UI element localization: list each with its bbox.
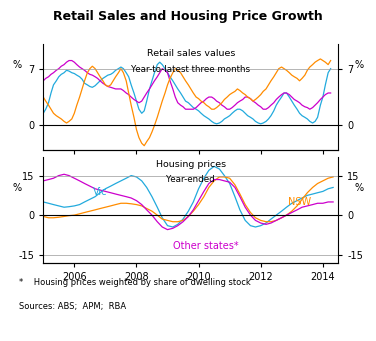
Text: Retail Sales and Housing Price Growth: Retail Sales and Housing Price Growth — [53, 10, 323, 23]
Text: %: % — [12, 60, 21, 70]
Text: NSW: NSW — [288, 197, 311, 207]
Text: Vic: Vic — [93, 187, 108, 197]
Text: Retail sales values: Retail sales values — [147, 48, 235, 58]
Text: Sources: ABS;  APM;  RBA: Sources: ABS; APM; RBA — [19, 302, 126, 311]
Text: Year-to-latest three months: Year-to-latest three months — [131, 65, 250, 74]
Text: Year-ended: Year-ended — [167, 175, 215, 184]
Text: %: % — [12, 183, 21, 193]
Text: Housing prices: Housing prices — [156, 160, 226, 169]
Text: %: % — [355, 60, 364, 70]
Text: *    Housing prices weighted by share of dwelling stock: * Housing prices weighted by share of dw… — [19, 278, 250, 287]
Text: Other states*: Other states* — [173, 241, 239, 251]
Text: %: % — [355, 183, 364, 193]
